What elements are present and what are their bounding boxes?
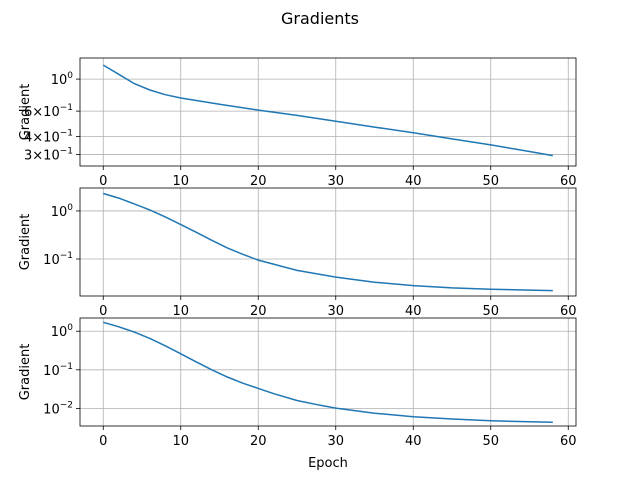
y-tick-exponent: −1 <box>60 103 73 113</box>
y-tick-label: 10−2 <box>43 400 73 417</box>
series-line-1 <box>102 64 553 157</box>
y-axis-label: Gradient <box>18 84 33 141</box>
y-tick-exponent: −1 <box>60 129 73 139</box>
y-tick-base: 10 <box>43 402 60 417</box>
x-tick-label: 50 <box>482 174 499 189</box>
y-tick-exponent: −2 <box>60 400 73 410</box>
x-tick-label: 40 <box>405 304 422 319</box>
y-tick-exponent: 0 <box>67 71 73 81</box>
x-tick-label: 40 <box>405 434 422 449</box>
y-tick-label: 100 <box>51 71 74 88</box>
y-tick-label: 10−1 <box>43 251 73 268</box>
y-tick-exponent: 0 <box>67 203 73 213</box>
series-line-1 <box>103 192 553 292</box>
x-tick-label: 30 <box>327 174 344 189</box>
y-tick-label: 100 <box>51 203 74 220</box>
y-tick-mantissa: 3× <box>24 149 43 164</box>
x-tick-label: 40 <box>405 174 422 189</box>
subplot-1: 0 10 20 30 40 50 601006×10−14×10−13×10−1Gradie… <box>18 57 577 189</box>
y-tick-label: 10−1 <box>43 362 73 379</box>
x-tick-label: 10 <box>172 434 189 449</box>
y-tick-mantissa: 4× <box>24 131 43 146</box>
axes-frame <box>79 57 577 167</box>
x-tick-label: 10 <box>172 304 189 319</box>
x-tick-label: 0 <box>99 304 107 319</box>
y-tick-mantissa: 6× <box>24 105 43 120</box>
y-tick-label: 6×10−1 <box>24 103 73 120</box>
x-tick-label: 60 <box>560 304 577 319</box>
x-tick-label: 50 <box>482 434 499 449</box>
y-tick-exponent: −1 <box>60 251 73 261</box>
x-tick-label: 30 <box>327 434 344 449</box>
axes-frame <box>79 317 577 427</box>
y-tick-base: 10 <box>51 205 68 220</box>
y-tick-label: 4×10−1 <box>24 129 73 146</box>
y-tick-base: 10 <box>43 364 60 379</box>
x-tick-label: 60 <box>560 434 577 449</box>
x-tick-label: 60 <box>560 174 577 189</box>
x-tick-label: 20 <box>250 174 267 189</box>
x-tick-label: 20 <box>250 304 267 319</box>
y-tick-base: 10 <box>51 73 68 88</box>
figure-title: Gradients <box>281 9 359 28</box>
y-tick-label: 100 <box>51 323 74 340</box>
series-line-1 <box>103 321 553 423</box>
y-tick-exponent: 0 <box>67 323 73 333</box>
x-tick-label: 0 <box>99 434 107 449</box>
x-tick-label: 20 <box>250 434 267 449</box>
x-tick-label: 10 <box>172 174 189 189</box>
y-tick-base: 10 <box>43 105 60 120</box>
y-tick-label: 3×10−1 <box>24 147 73 164</box>
y-axis-label: Gradient <box>18 214 33 271</box>
subplots: 0 10 20 30 40 50 601006×10−14×10−13×10−1Gradie… <box>18 57 577 471</box>
y-tick-base: 10 <box>43 149 60 164</box>
y-tick-base: 10 <box>43 253 60 268</box>
y-tick-exponent: −1 <box>60 147 73 157</box>
y-tick-base: 10 <box>43 131 60 146</box>
y-axis-label: Gradient <box>18 344 33 401</box>
y-tick-exponent: −1 <box>60 362 73 372</box>
x-tick-label: 50 <box>482 304 499 319</box>
y-tick-base: 10 <box>51 325 68 340</box>
x-axis-label: Epoch <box>308 456 348 471</box>
x-tick-label: 0 <box>99 174 107 189</box>
x-tick-label: 30 <box>327 304 344 319</box>
axes-frame <box>79 187 577 297</box>
